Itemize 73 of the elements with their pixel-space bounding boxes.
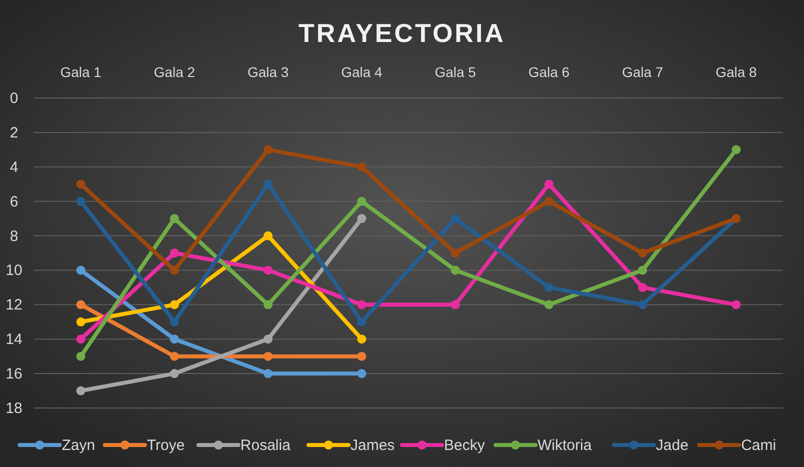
x-tick-label: Gala 5 (434, 64, 476, 80)
y-tick-label: 16 (6, 366, 22, 383)
point (450, 248, 460, 258)
point (76, 266, 86, 275)
point (170, 369, 179, 378)
point (264, 231, 273, 240)
y-tick-label: 18 (6, 400, 22, 417)
x-tick-label: Gala 6 (528, 64, 570, 80)
y-tick-label: 8 (10, 228, 18, 245)
legend-label: Rosalia (240, 437, 292, 454)
point (357, 196, 366, 206)
point (732, 145, 741, 154)
point (264, 266, 273, 275)
point (357, 300, 366, 310)
point (357, 352, 366, 361)
point (450, 300, 460, 310)
point (264, 352, 273, 361)
point (170, 352, 179, 361)
y-tick-label: 12 (6, 296, 22, 314)
point (638, 300, 648, 310)
point (264, 369, 273, 378)
point (76, 386, 86, 396)
point (170, 214, 179, 224)
point (357, 317, 366, 326)
y-tick-label: 0 (10, 90, 18, 107)
y-tick-label: 14 (6, 331, 22, 348)
point (170, 334, 179, 344)
x-tick-label: Gala 1 (60, 64, 102, 80)
x-tick-label: Gala 2 (154, 64, 196, 80)
point (76, 352, 86, 361)
point (544, 282, 554, 292)
legend-label: James (350, 437, 395, 454)
point (76, 317, 86, 326)
legend-label: Troye (146, 437, 185, 454)
point (450, 214, 460, 224)
point (76, 180, 86, 189)
point (544, 196, 554, 206)
x-tick-label: Gala 8 (716, 64, 758, 80)
point (357, 334, 366, 344)
y-tick-label: 10 (6, 262, 22, 280)
point (76, 196, 86, 206)
x-tick-label: Gala 3 (247, 64, 289, 80)
point (638, 248, 648, 258)
point (264, 334, 273, 344)
point (264, 145, 273, 154)
chart-title: TRAYECTORIA (298, 18, 506, 48)
point (76, 300, 86, 310)
legend-label: Wiktoria (538, 437, 592, 454)
legend-label: Becky (444, 437, 486, 454)
point (638, 266, 648, 275)
y-tick-label: 2 (10, 124, 18, 142)
x-tick-label: Gala 4 (341, 64, 383, 80)
legend-label: Zayn (62, 437, 96, 454)
point (357, 162, 366, 172)
legend-label: Cami (741, 437, 776, 454)
x-tick-label: Gala 7 (622, 64, 664, 80)
point (638, 282, 648, 292)
y-tick-label: 6 (10, 193, 18, 210)
y-tick-label: 4 (10, 158, 18, 176)
point (264, 300, 273, 310)
point (170, 266, 179, 275)
point (450, 266, 460, 275)
point (357, 214, 366, 224)
point (170, 317, 179, 326)
point (264, 180, 273, 189)
legend-label: Jade (656, 437, 688, 454)
point (544, 180, 554, 189)
point (76, 334, 86, 344)
point (170, 248, 179, 258)
point (170, 300, 179, 310)
point (544, 300, 554, 310)
point (732, 300, 741, 310)
point (357, 369, 366, 378)
